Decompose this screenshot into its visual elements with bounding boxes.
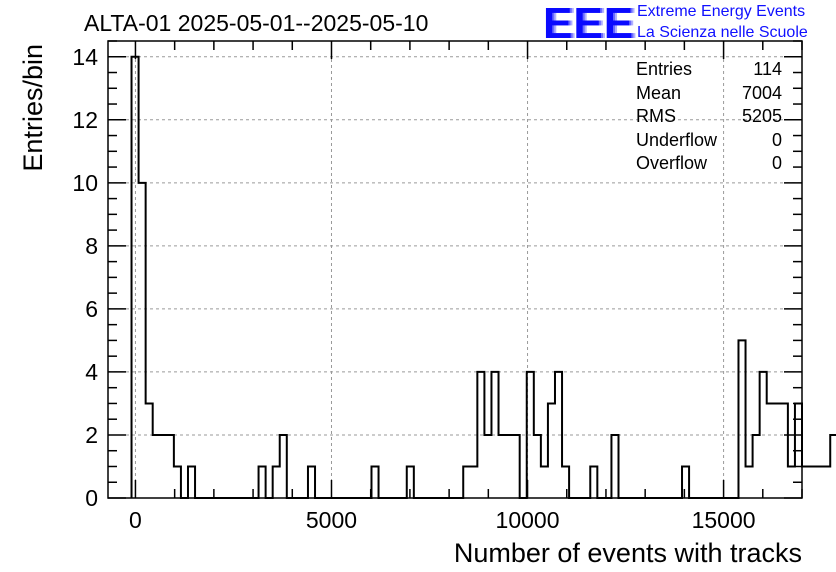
- stats-value: 114: [753, 59, 782, 79]
- histogram-bin: [153, 435, 160, 498]
- stats-row-rms: RMS 5205: [636, 105, 782, 129]
- histogram-bin: [781, 403, 788, 498]
- histogram-bin: [484, 435, 491, 498]
- histogram-bin: [477, 372, 484, 498]
- stats-label: Overflow: [636, 153, 708, 173]
- y-tick-label: 2: [85, 422, 98, 448]
- histogram-bin: [590, 466, 597, 498]
- histogram-bin: [548, 403, 555, 498]
- histogram-bin: [280, 435, 287, 498]
- y-tick-label: 4: [85, 359, 98, 385]
- histogram-bin: [816, 466, 823, 498]
- tick-labels: 0 2 4 6 8 10 12 14 0 5000 10000 15000: [72, 44, 755, 533]
- stats-value: 5205: [741, 106, 782, 126]
- logo-line-1: Extreme Energy Events: [637, 3, 806, 20]
- histogram-bin: [738, 340, 745, 498]
- y-tick-label: 8: [85, 233, 98, 259]
- histogram-bin: [830, 435, 836, 498]
- histogram-bin: [541, 466, 548, 498]
- y-tick-label: 14: [72, 44, 98, 70]
- stats-value: 7004: [741, 82, 782, 103]
- plot-frame: [107, 40, 803, 499]
- histogram-bin: [802, 466, 809, 498]
- histogram-bin: [682, 466, 689, 498]
- histogram-bin: [273, 466, 280, 498]
- histogram-bin: [371, 466, 378, 498]
- histogram-bin: [767, 403, 774, 498]
- histogram-bin: [259, 466, 266, 498]
- x-axis-label: Number of events with tracks: [454, 538, 802, 568]
- stats-row-underflow: Underflow 0: [636, 129, 782, 153]
- logo-line-2: La Scienza nelle Scuole: [637, 24, 808, 41]
- x-tick-label: 10000: [496, 507, 560, 533]
- histogram-bin: [188, 466, 195, 498]
- stats-label: Underflow: [636, 129, 718, 150]
- histogram-bin: [534, 435, 541, 498]
- chart-title: ALTA-01 2025-05-01--2025-05-10: [84, 10, 429, 36]
- stats-row-mean: Mean 7004: [636, 82, 782, 106]
- stats-label: Mean: [636, 82, 682, 103]
- histogram-bin: [753, 435, 760, 498]
- y-tick-label: 10: [72, 170, 98, 196]
- histogram-bin: [160, 435, 167, 498]
- histogram-bin: [139, 183, 146, 498]
- histogram-bin: [555, 372, 562, 498]
- y-tick-label: 12: [72, 107, 98, 133]
- histogram-bin: [809, 466, 816, 498]
- histogram-bin: [823, 466, 830, 498]
- x-tick-label: 0: [129, 507, 142, 533]
- histogram-bin: [611, 435, 618, 498]
- stats-row-overflow: Overflow 0: [636, 152, 782, 176]
- x-tick-label: 5000: [306, 507, 357, 533]
- y-tick-label: 0: [85, 485, 98, 511]
- axis-ticks: [108, 40, 803, 499]
- histogram-line: [130, 55, 836, 499]
- histogram-bin: [470, 466, 477, 498]
- histogram-bin: [463, 466, 470, 498]
- stats-label: Entries: [636, 59, 693, 79]
- histogram-bin: [774, 403, 781, 498]
- stats-row-entries: Entries 114: [636, 58, 782, 82]
- eee-logo: EEE: [543, 0, 635, 48]
- stats-label: RMS: [636, 106, 676, 126]
- y-tick-label: 6: [85, 296, 98, 322]
- grid-lines: [108, 41, 802, 498]
- histogram-bin: [146, 403, 153, 498]
- histogram-bin: [506, 435, 513, 498]
- histogram-bin: [308, 466, 315, 498]
- y-axis-label: Entries/bin: [18, 44, 48, 172]
- histogram-bin: [513, 435, 520, 498]
- stats-value: 0: [771, 153, 782, 173]
- histogram-bin: [491, 372, 498, 498]
- histogram-bin: [132, 57, 139, 498]
- stats-box: Entries 114 Mean 7004 RMS 5205 Underflow 0 O…: [636, 58, 782, 176]
- histogram-bin: [746, 466, 753, 498]
- histogram-bin: [562, 466, 569, 498]
- x-tick-label: 15000: [692, 507, 756, 533]
- histogram-bin: [527, 372, 534, 498]
- histogram-bin: [499, 435, 506, 498]
- histogram-bin: [760, 372, 767, 498]
- stats-value: 0: [771, 129, 782, 150]
- histogram-bin: [167, 435, 174, 498]
